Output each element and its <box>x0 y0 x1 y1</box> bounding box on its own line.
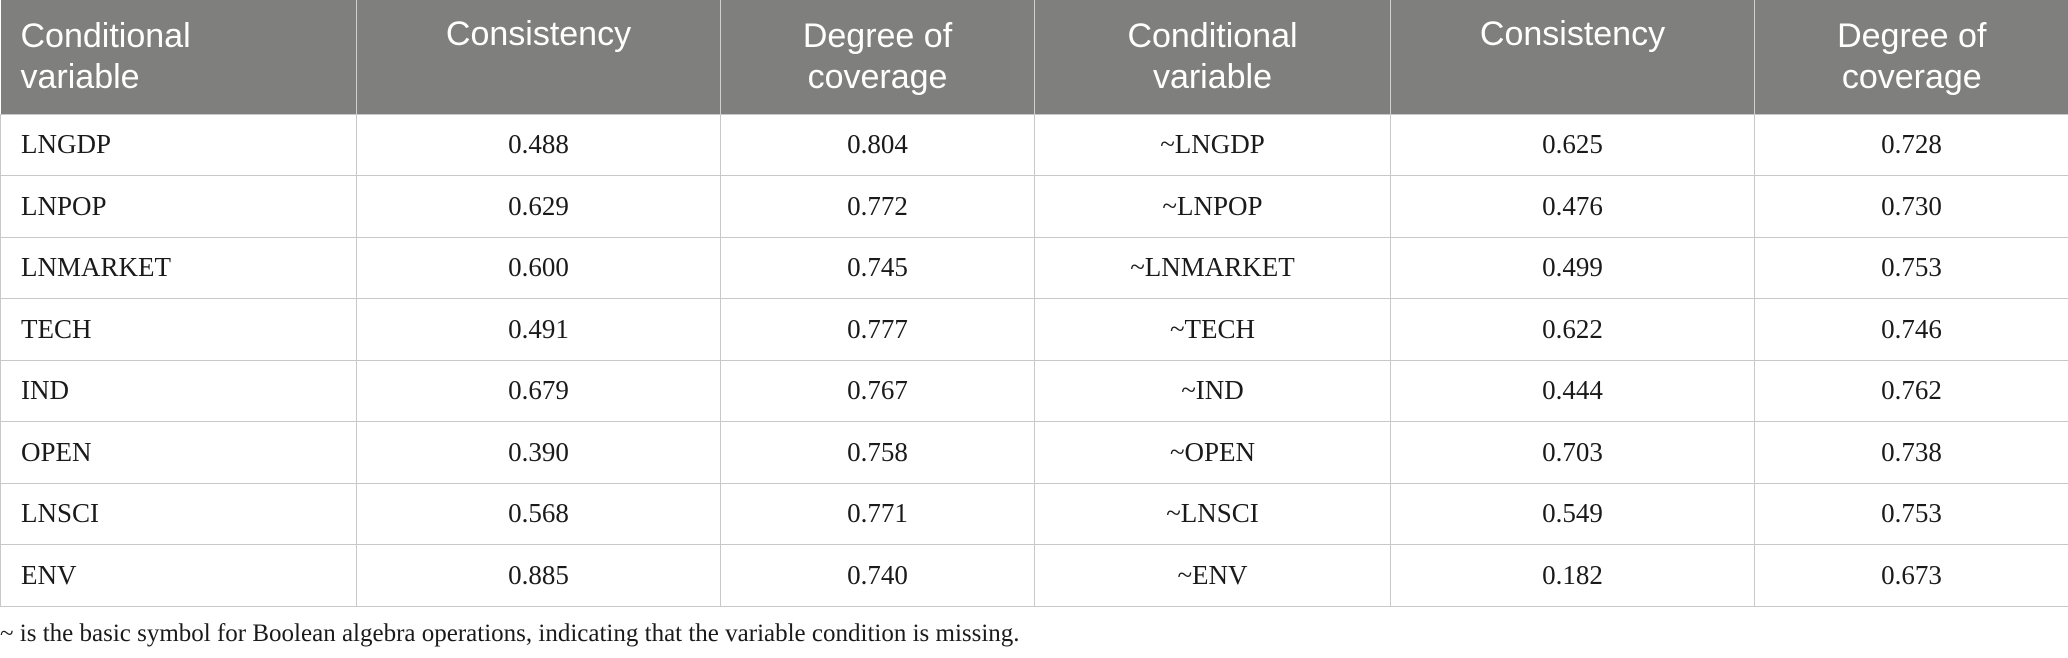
cell-negated-coverage: 0.753 <box>1754 482 2068 545</box>
table-row: LNSCI 0.568 0.771 ~LNSCI 0.549 0.753 <box>0 482 2068 545</box>
cell-negated-coverage: 0.673 <box>1754 544 2068 607</box>
header-consistency-right: Consistency <box>1390 0 1755 114</box>
header-row: Conditional variable Consistency Degree o… <box>0 0 2068 114</box>
cell-variable: TECH <box>0 298 357 360</box>
table-row: TECH 0.491 0.777 ~TECH 0.622 0.746 <box>0 298 2068 360</box>
cell-coverage: 0.772 <box>720 175 1035 237</box>
cell-coverage: 0.758 <box>720 421 1035 483</box>
cell-negated-coverage: 0.728 <box>1754 113 2068 176</box>
cell-negated-consistency: 0.476 <box>1390 175 1755 237</box>
cell-coverage: 0.771 <box>720 482 1035 545</box>
cell-coverage: 0.804 <box>720 113 1035 176</box>
cell-variable: LNPOP <box>0 175 357 237</box>
cell-coverage: 0.767 <box>720 359 1035 422</box>
cell-consistency: 0.679 <box>356 359 721 422</box>
header-consistency-left: Consistency <box>356 0 721 114</box>
cell-consistency: 0.568 <box>356 482 721 545</box>
cell-coverage: 0.740 <box>720 544 1035 607</box>
cell-negated-variable: ~IND <box>1034 359 1391 422</box>
cell-coverage: 0.777 <box>720 298 1035 360</box>
cell-negated-coverage: 0.746 <box>1754 298 2068 360</box>
header-degree-of-coverage-right: Degree of coverage <box>1754 0 2068 114</box>
cell-variable: OPEN <box>0 421 357 483</box>
cell-consistency: 0.629 <box>356 175 721 237</box>
cell-negated-consistency: 0.444 <box>1390 359 1755 422</box>
header-conditional-variable-left: Conditional variable <box>0 0 357 114</box>
cell-variable: IND <box>0 359 357 422</box>
cell-consistency: 0.491 <box>356 298 721 360</box>
cell-negated-variable: ~ENV <box>1034 544 1391 607</box>
cell-variable: LNSCI <box>0 482 357 545</box>
cell-negated-consistency: 0.625 <box>1390 113 1755 176</box>
cell-negated-coverage: 0.753 <box>1754 236 2068 299</box>
cell-negated-coverage: 0.730 <box>1754 175 2068 237</box>
cell-consistency: 0.885 <box>356 544 721 607</box>
cell-variable: LNMARKET <box>0 236 357 299</box>
header-degree-of-coverage-left: Degree of coverage <box>720 0 1035 114</box>
cell-negated-variable: ~TECH <box>1034 298 1391 360</box>
cell-negated-coverage: 0.738 <box>1754 421 2068 483</box>
cell-negated-variable: ~LNGDP <box>1034 113 1391 176</box>
cell-negated-variable: ~OPEN <box>1034 421 1391 483</box>
cell-consistency: 0.390 <box>356 421 721 483</box>
table-row: IND 0.679 0.767 ~IND 0.444 0.762 <box>0 359 2068 422</box>
cell-consistency: 0.488 <box>356 113 721 176</box>
cell-variable: LNGDP <box>0 113 357 176</box>
consistency-coverage-table: Conditional variable Consistency Degree o… <box>0 0 2068 607</box>
cell-consistency: 0.600 <box>356 236 721 299</box>
cell-negated-variable: ~LNSCI <box>1034 482 1391 545</box>
table-row: ENV 0.885 0.740 ~ENV 0.182 0.673 <box>0 544 2068 607</box>
cell-negated-variable: ~LNMARKET <box>1034 236 1391 299</box>
cell-negated-variable: ~LNPOP <box>1034 175 1391 237</box>
table-row: LNGDP 0.488 0.804 ~LNGDP 0.625 0.728 <box>0 113 2068 176</box>
cell-negated-consistency: 0.182 <box>1390 544 1755 607</box>
header-conditional-variable-right: Conditional variable <box>1034 0 1391 114</box>
table-row: LNMARKET 0.600 0.745 ~LNMARKET 0.499 0.7… <box>0 236 2068 299</box>
cell-negated-consistency: 0.622 <box>1390 298 1755 360</box>
results-table-container: Conditional variable Consistency Degree o… <box>0 0 2068 607</box>
table-footnote: ~ is the basic symbol for Boolean algebr… <box>0 620 1020 647</box>
table-header: Conditional variable Consistency Degree o… <box>0 0 2068 114</box>
table-row: LNPOP 0.629 0.772 ~LNPOP 0.476 0.730 <box>0 175 2068 237</box>
table-row: OPEN 0.390 0.758 ~OPEN 0.703 0.738 <box>0 421 2068 483</box>
cell-negated-consistency: 0.499 <box>1390 236 1755 299</box>
cell-negated-consistency: 0.703 <box>1390 421 1755 483</box>
cell-coverage: 0.745 <box>720 236 1035 299</box>
cell-variable: ENV <box>0 544 357 607</box>
table-body: LNGDP 0.488 0.804 ~LNGDP 0.625 0.728 LNP… <box>0 113 2068 607</box>
cell-negated-consistency: 0.549 <box>1390 482 1755 545</box>
cell-negated-coverage: 0.762 <box>1754 359 2068 422</box>
